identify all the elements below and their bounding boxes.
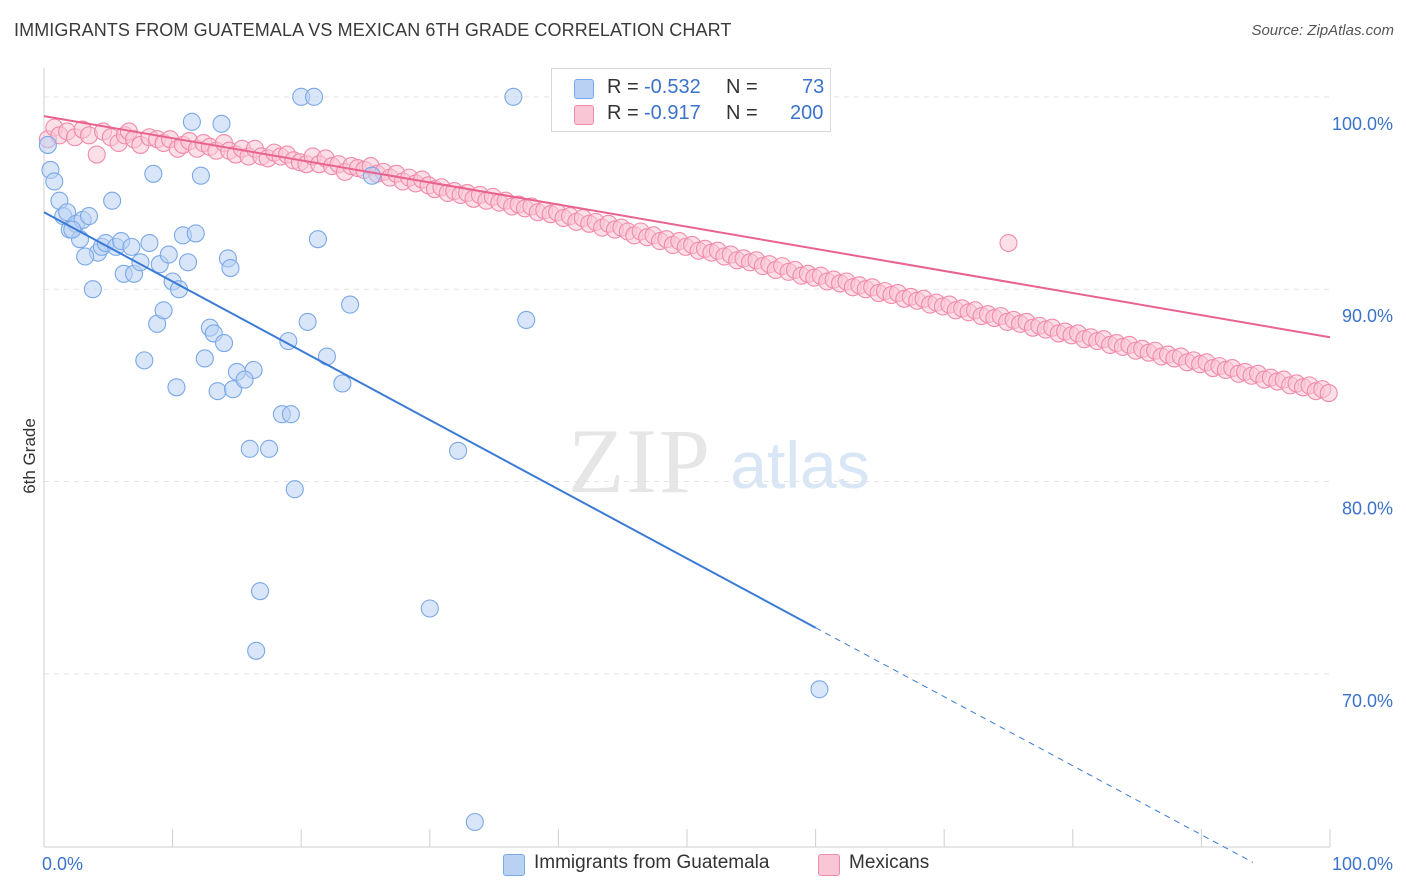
legend-n-value: 73 (802, 76, 825, 98)
guatemala-point (122, 237, 141, 256)
legend-swatch-mexicans (574, 105, 594, 125)
guatemala-point (281, 405, 300, 424)
guatemala-point (195, 349, 214, 368)
guatemala-point (285, 480, 304, 499)
gridlines (44, 96, 1330, 675)
correlation-legend: R = -0.532 N = 73 R = -0.917 N = 200 (551, 68, 831, 132)
y-axis-title: 6th Grade (20, 418, 39, 494)
guatemala-point (250, 582, 270, 601)
guatemala-point (186, 224, 205, 243)
mexicans-point (87, 145, 106, 164)
guatemala-point (305, 87, 324, 106)
guatemala-point (154, 301, 173, 320)
guatemala-point (810, 680, 829, 699)
guatemala-point (103, 191, 122, 210)
guatemala-point (214, 334, 234, 353)
legend-n-label: N = (726, 102, 758, 124)
guatemala-point (259, 439, 279, 458)
guatemala-point (83, 280, 102, 299)
guatemala-point (208, 382, 227, 401)
legend-r-label: R = (607, 102, 639, 124)
guatemala-point (76, 247, 95, 266)
guatemala-point (240, 439, 259, 458)
mexicans-trend-line (43, 115, 1331, 339)
bottom-legend-swatch-guatemala (503, 854, 525, 876)
guatemala-points (38, 87, 829, 832)
legend-r-value: -0.532 (644, 76, 701, 98)
watermark: ZIP atlas (568, 410, 870, 512)
guatemala-trend-extension (815, 627, 1254, 863)
bottom-legend-label-guatemala: Immigrants from Guatemala (534, 852, 770, 873)
legend-swatch-guatemala (574, 79, 594, 99)
guatemala-point (212, 114, 231, 133)
guatemala-point (144, 164, 163, 183)
axis-labels: 70.0% 80.0% 90.0% 100.0% 0.0% 100.0% 6th Grade (20, 114, 1393, 874)
guatemala-point (517, 310, 536, 330)
guatemala-point (362, 166, 381, 185)
guatemala-point (298, 312, 317, 331)
guatemala-point (235, 370, 254, 389)
trend-lines (43, 115, 1331, 863)
bottom-legend-swatch-mexicans (818, 854, 840, 876)
guatemala-point (38, 135, 57, 154)
y-tick-label: 100.0% (1332, 114, 1393, 134)
guatemala-point (135, 351, 154, 370)
y-tick-label: 90.0% (1342, 306, 1393, 326)
watermark-zip: ZIP (568, 410, 712, 512)
chart-title: IMMIGRANTS FROM GUATEMALA VS MEXICAN 6TH… (14, 20, 732, 40)
mexicans-point (999, 233, 1018, 253)
guatemala-point (465, 812, 484, 832)
guatemala-point (221, 258, 240, 278)
guatemala-point (449, 441, 468, 460)
watermark-atlas: atlas (730, 428, 869, 502)
y-tick-label: 80.0% (1342, 499, 1393, 519)
mexicans-point (1319, 384, 1338, 403)
guatemala-point (247, 641, 266, 660)
guatemala-point (420, 599, 439, 618)
guatemala-point (223, 380, 243, 399)
legend-r-label: R = (607, 76, 639, 98)
guatemala-point (140, 233, 159, 253)
legend-n-value: 200 (790, 102, 824, 124)
bottom-legend-label-mexicans: Mexicans (849, 852, 930, 873)
guatemala-point (167, 378, 186, 397)
guatemala-point (45, 172, 64, 191)
guatemala-trend-line (43, 211, 817, 629)
guatemala-point (79, 207, 99, 226)
guatemala-point (504, 87, 523, 106)
axes (43, 68, 1331, 848)
x-tick-label-min: 0.0% (42, 854, 83, 874)
guatemala-point (191, 166, 210, 185)
guatemala-point (178, 253, 198, 272)
guatemala-point (341, 295, 360, 314)
guatemala-point (308, 230, 327, 249)
guatemala-point (182, 112, 201, 131)
x-tick-label-max: 100.0% (1332, 854, 1393, 874)
y-tick-label: 70.0% (1342, 691, 1393, 711)
source-credit: Source: ZipAtlas.com (1251, 22, 1394, 39)
legend-n-label: N = (726, 76, 758, 98)
guatemala-point (333, 374, 352, 393)
guatemala-point (159, 245, 178, 264)
legend-r-value: -0.917 (644, 102, 701, 124)
